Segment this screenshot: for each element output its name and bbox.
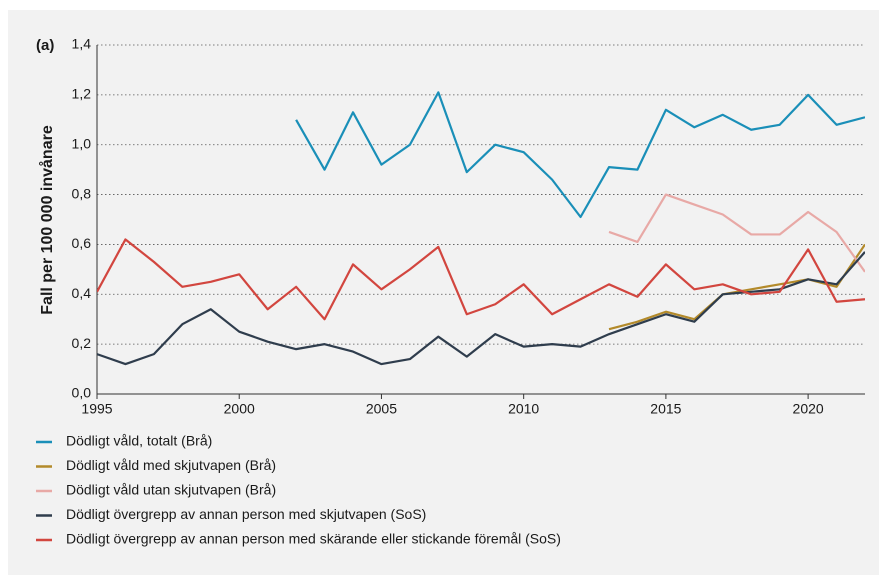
y-tick-label: 0,4: [72, 285, 92, 301]
y-tick-label: 0,8: [72, 185, 92, 201]
y-tick-label: 0,6: [72, 235, 92, 251]
y-tick-label: 1,4: [72, 36, 92, 52]
legend-label: Dödligt övergrepp av annan person med sk…: [66, 506, 426, 522]
legend-label: Dödligt övergrepp av annan person med sk…: [66, 531, 561, 547]
series-line: [97, 238, 865, 321]
x-tick-label: 2000: [224, 401, 255, 417]
y-axis-label: Fall per 100 000 invånare: [38, 125, 56, 315]
legend-label: Dödligt våld utan skjutvapen (Brå): [66, 482, 276, 498]
x-tick-label: 2015: [650, 401, 681, 417]
legend-label: Dödligt våld, totalt (Brå): [66, 433, 212, 449]
y-tick-label: 0,0: [72, 385, 92, 401]
plot-lines: [97, 91, 865, 366]
x-tick-label: 2010: [508, 401, 539, 417]
series-line: [295, 91, 865, 219]
y-tick-label: 1,0: [72, 135, 92, 151]
x-tick-label: 2005: [366, 401, 397, 417]
series-line: [608, 193, 865, 273]
series-line: [97, 251, 865, 366]
y-tick-label: 0,2: [72, 335, 92, 351]
y-tick-label: 1,2: [72, 86, 92, 102]
x-tick-label: 1995: [81, 401, 112, 417]
legend-label: Dödligt våld med skjutvapen (Brå): [66, 457, 276, 473]
series-line: [608, 243, 865, 331]
x-tick-label: 2020: [793, 401, 824, 417]
panel-label: (a): [36, 37, 54, 54]
